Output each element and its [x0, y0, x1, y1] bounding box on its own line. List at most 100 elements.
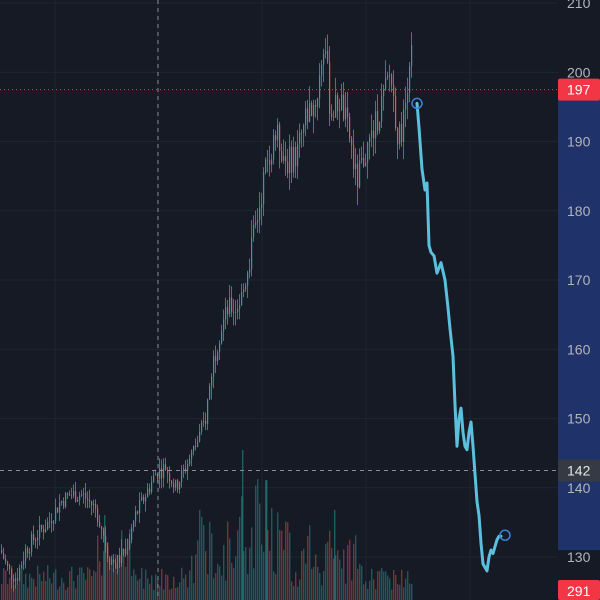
candle	[257, 208, 259, 233]
candle	[183, 464, 185, 478]
candle	[141, 492, 143, 502]
price-tick-label: 140	[567, 480, 591, 496]
candle	[181, 465, 183, 488]
volume-bar	[109, 565, 111, 600]
candle	[115, 558, 117, 569]
volume-bar	[309, 525, 311, 600]
volume-bar	[233, 567, 235, 600]
candle	[211, 373, 213, 400]
candle	[299, 123, 301, 158]
candle	[159, 458, 161, 489]
candle	[337, 92, 339, 120]
volume-bar	[311, 569, 313, 600]
candle	[105, 526, 107, 553]
candlesticks	[1, 32, 413, 592]
candle	[259, 191, 261, 234]
candle	[73, 484, 75, 499]
candle	[407, 77, 409, 120]
candle	[225, 297, 227, 330]
volume-bar	[139, 578, 141, 600]
volume-bar	[97, 535, 99, 600]
volume-bar	[123, 554, 125, 600]
volume-bar	[155, 574, 157, 600]
candle	[91, 500, 93, 516]
candle	[351, 136, 353, 159]
volume-bar	[149, 583, 151, 600]
volume-bar	[335, 555, 337, 600]
candle	[85, 483, 87, 508]
candle	[161, 459, 163, 489]
volume-bar	[65, 589, 67, 600]
volume-bar	[51, 583, 53, 600]
candle	[401, 111, 403, 147]
volume-bar	[361, 565, 363, 600]
volume-bar	[47, 565, 49, 600]
candle	[267, 150, 269, 173]
volume-bar	[167, 575, 169, 600]
candle	[277, 118, 279, 148]
volume-bar	[89, 569, 91, 600]
volume-bar	[169, 589, 171, 600]
candle	[149, 483, 151, 496]
volume-bar	[305, 563, 307, 600]
candle	[53, 520, 55, 531]
volume-bar	[353, 543, 355, 600]
candle	[335, 77, 337, 118]
candle	[37, 529, 39, 550]
prediction-end-marker[interactable]	[499, 529, 511, 541]
volume-bar	[55, 569, 57, 600]
candle	[255, 210, 257, 229]
candle	[145, 493, 147, 512]
crosshair-price-tag	[558, 459, 600, 482]
candle	[11, 568, 13, 589]
candle	[107, 542, 109, 563]
volume-bar	[193, 582, 195, 600]
candle	[221, 324, 223, 345]
candle	[193, 445, 195, 456]
candle	[167, 467, 169, 484]
candle	[269, 145, 271, 177]
volume-bar	[227, 521, 229, 600]
candle	[349, 112, 351, 143]
volume-bar	[393, 569, 395, 600]
candle	[113, 554, 115, 573]
volume-bar	[279, 530, 281, 600]
volume-bar	[137, 580, 139, 600]
candle	[1, 544, 3, 555]
volume-bar	[45, 581, 47, 600]
volume-bar	[383, 571, 385, 600]
volume-bar	[157, 579, 159, 600]
volume-bar	[61, 577, 63, 600]
prediction-start-marker[interactable]	[411, 97, 423, 110]
crosshair-price-tag-label: 142	[567, 462, 591, 478]
volume-bar	[85, 579, 87, 600]
candle	[387, 71, 389, 81]
volume-bar	[79, 567, 81, 600]
volume-bar	[107, 542, 109, 600]
volume-bar	[41, 581, 43, 600]
volume-bar	[367, 588, 369, 600]
candle	[229, 284, 231, 318]
candle	[213, 350, 215, 389]
volume-bar	[327, 541, 329, 600]
volume-bar	[99, 561, 101, 600]
volume-bar	[195, 554, 197, 600]
candle	[191, 449, 193, 467]
candle	[251, 220, 253, 277]
volume-bar	[91, 576, 93, 600]
candle	[101, 525, 103, 540]
candle	[353, 129, 355, 178]
prediction-line	[411, 97, 511, 573]
candle	[265, 157, 267, 175]
candle	[135, 505, 137, 527]
volume-bar	[133, 569, 135, 600]
candle	[319, 63, 321, 109]
candle	[263, 167, 265, 217]
volume-bar	[203, 525, 205, 600]
volume-bar	[259, 503, 261, 600]
volume-bar	[3, 568, 5, 600]
candle	[215, 345, 217, 373]
volume-bar	[33, 579, 35, 600]
candle	[365, 153, 367, 167]
